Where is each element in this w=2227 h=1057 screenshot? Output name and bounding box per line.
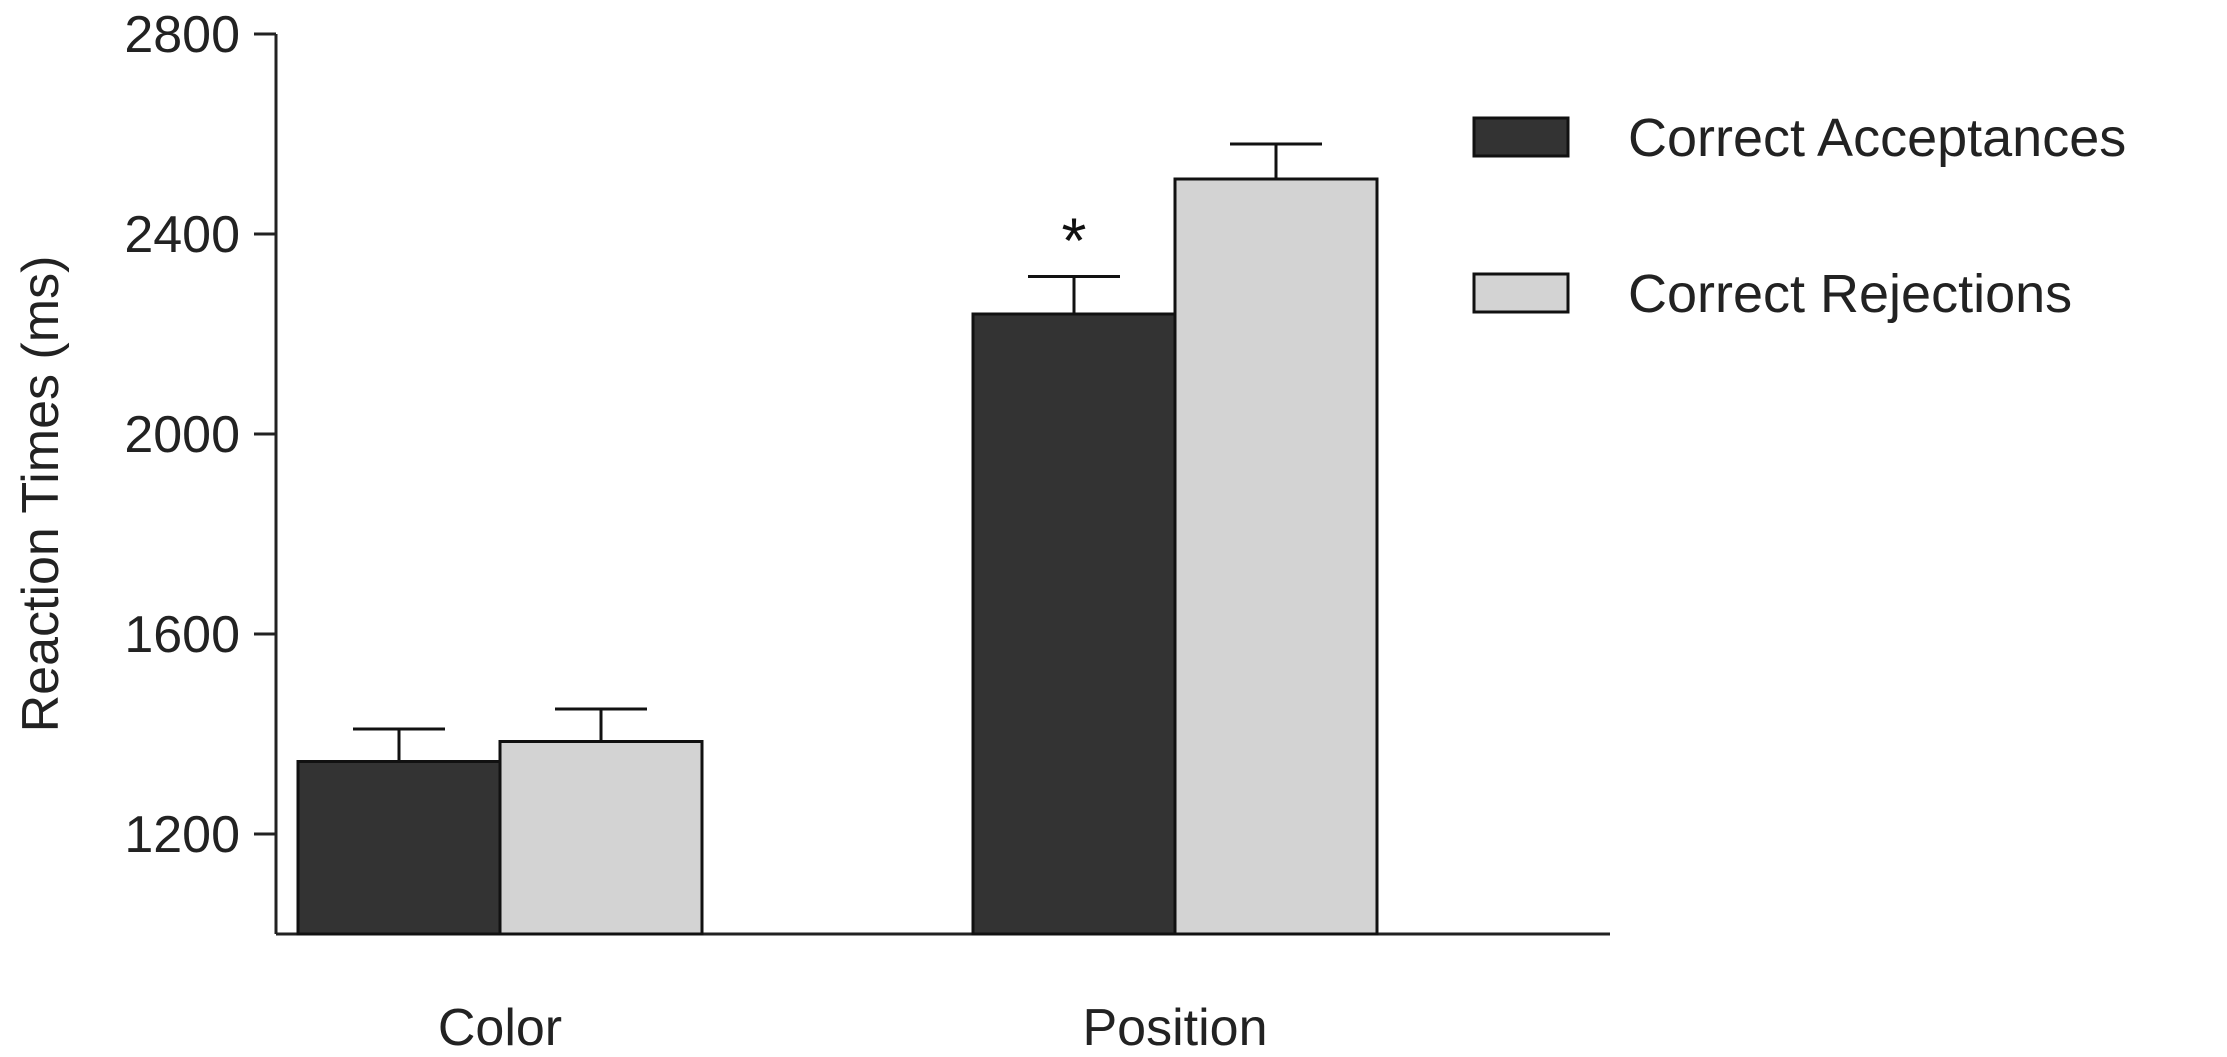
legend: Correct Acceptances Correct Rejections xyxy=(1472,108,2126,324)
bar-correct-acceptances-position xyxy=(971,312,1177,936)
bars xyxy=(296,177,1379,936)
annotations: * xyxy=(1062,205,1087,277)
legend-label-correct-acceptances: Correct Acceptances xyxy=(1628,108,2126,168)
y-tick-label: 2000 xyxy=(124,406,240,464)
y-tick-label: 1200 xyxy=(124,806,240,864)
y-axis-title: Reaction Times (ms) xyxy=(12,256,70,733)
legend-label-correct-rejections: Correct Rejections xyxy=(1628,264,2072,324)
tick-labels: 1200 1600 2000 2400 2800 Reaction Times (ms) C… xyxy=(12,6,1268,1057)
y-tick-label: 2800 xyxy=(124,6,240,64)
bar-correct-acceptances-color xyxy=(296,760,502,936)
bar-correct-rejections-position xyxy=(1173,177,1379,936)
legend-swatch-correct-rejections xyxy=(1472,272,1570,314)
legend-swatch-correct-acceptances xyxy=(1472,116,1570,158)
significance-marker: * xyxy=(1062,205,1087,277)
bar-correct-rejections-color xyxy=(498,740,704,936)
y-tick-label: 1600 xyxy=(124,606,240,664)
y-tick-label: 2400 xyxy=(124,206,240,264)
x-tick-label-color: Color xyxy=(438,999,562,1057)
error-bars xyxy=(353,142,1322,762)
x-tick-label-position: Position xyxy=(1083,999,1268,1057)
